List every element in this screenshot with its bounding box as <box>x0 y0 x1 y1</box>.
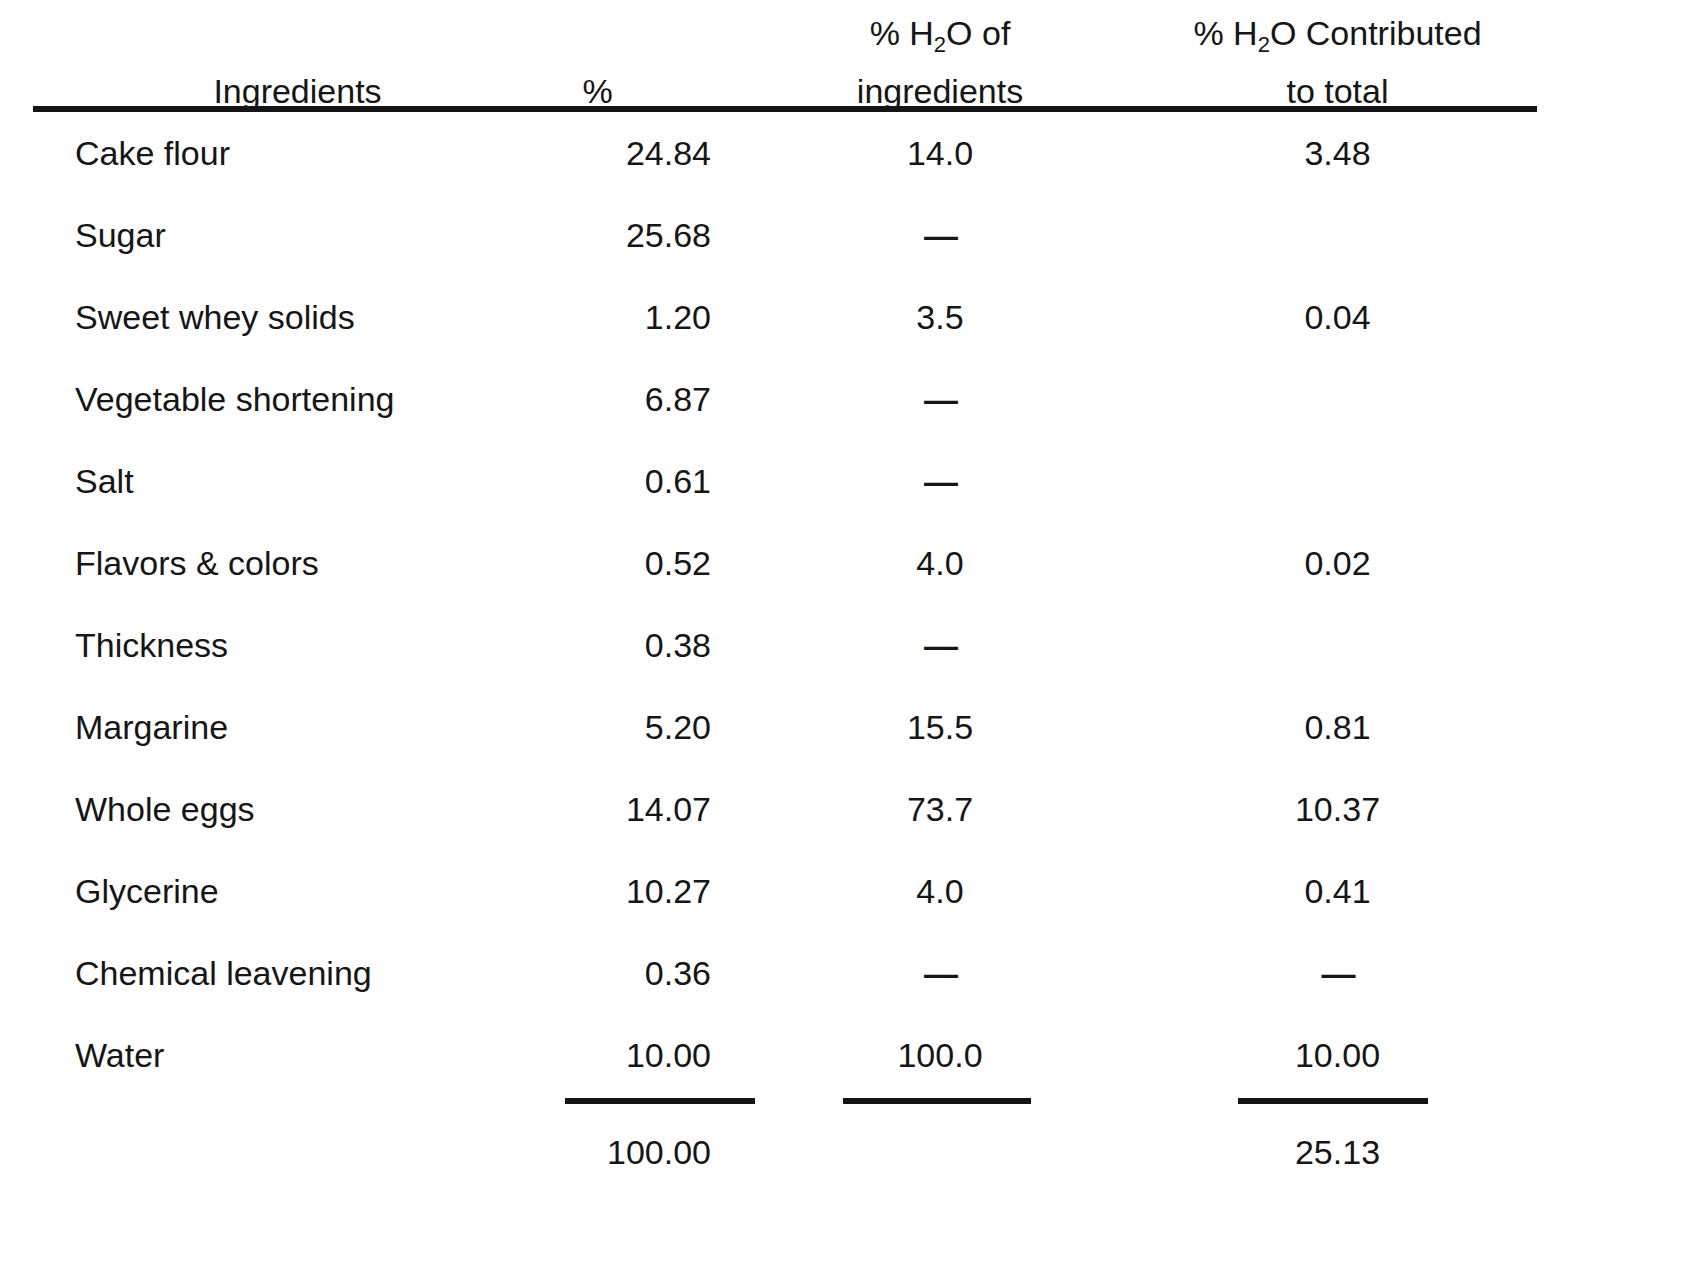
subtotal-rules <box>0 1096 1688 1112</box>
ingredient-name: Thickness <box>75 626 520 665</box>
table-row-whole-eggs: Whole eggs 14.07 73.7 10.37 <box>0 768 1688 850</box>
table-row-chemical-leavening: Chemical leavening 0.36 — — <box>0 932 1688 1014</box>
ingredient-name: Glycerine <box>75 872 520 911</box>
percent-value: 1.20 <box>520 298 715 337</box>
column-header-ingredients-label: Ingredients <box>213 72 381 110</box>
ingredient-name: Chemical leavening <box>75 954 520 993</box>
percent-value: 25.68 <box>520 216 715 255</box>
percent-value: 0.36 <box>520 954 715 993</box>
h2o-subscript: 2 <box>1258 32 1270 57</box>
column-header-h2o-contributed: % H2O Contributed to total <box>1165 10 1510 124</box>
percent-value: 14.07 <box>520 790 715 829</box>
ingredient-name: Salt <box>75 462 520 501</box>
percent-total-value: 100.00 <box>520 1133 715 1172</box>
table-row-vegetable-shortening: Vegetable shortening 6.87 — <box>0 358 1688 440</box>
h2o-contributed-value: 3.48 <box>1165 134 1510 173</box>
h2o-of-ingredient-value: — <box>715 626 1165 665</box>
ingredient-name: Sweet whey solids <box>75 298 520 337</box>
percent-value: 24.84 <box>520 134 715 173</box>
h2o-of-ingredient-value: — <box>715 462 1165 501</box>
column-header-h2o-contributed-line2: to total <box>1165 68 1510 114</box>
h2o-total-rule <box>843 1098 1031 1104</box>
ingredient-name: Whole eggs <box>75 790 520 829</box>
h2o-subscript: 2 <box>934 32 946 57</box>
ingredient-name: Flavors & colors <box>75 544 520 583</box>
column-header-h2o-contributed-line1: % H2O Contributed <box>1165 10 1510 68</box>
percent-value: 10.27 <box>520 872 715 911</box>
h2o-of-ingredient-value: 15.5 <box>715 708 1165 747</box>
percent-value: 5.20 <box>520 708 715 747</box>
table-row-thickness: Thickness 0.38 — <box>0 604 1688 686</box>
h2o-contributed-value: 0.41 <box>1165 872 1510 911</box>
table-row-margarine: Margarine 5.20 15.5 0.81 <box>0 686 1688 768</box>
percent-value: 6.87 <box>520 380 715 419</box>
h2o-contributed-value: 0.04 <box>1165 298 1510 337</box>
header-text: % H <box>870 14 934 52</box>
column-header-percent-label: % <box>582 72 612 110</box>
ingredient-name: Sugar <box>75 216 520 255</box>
table-row-glycerine: Glycerine 10.27 4.0 0.41 <box>0 850 1688 932</box>
h2o-of-ingredient-value: 4.0 <box>715 872 1165 911</box>
percent-value: 0.38 <box>520 626 715 665</box>
table-row-water: Water 10.00 100.0 10.00 <box>0 1014 1688 1096</box>
ingredient-name: Water <box>75 1036 520 1075</box>
column-header-percent: % <box>520 68 715 124</box>
h2o-of-ingredient-value: — <box>715 216 1165 255</box>
header-text: O Contributed <box>1270 14 1482 52</box>
totals-row: 100.00 25.13 <box>0 1112 1688 1192</box>
percent-total-rule <box>565 1098 755 1104</box>
header-text: O of <box>946 14 1010 52</box>
h2o-contributed-value: 0.02 <box>1165 544 1510 583</box>
h2o-of-ingredient-value: 4.0 <box>715 544 1165 583</box>
contributed-total-rule <box>1238 1098 1428 1104</box>
h2o-of-ingredient-value: 14.0 <box>715 134 1165 173</box>
header-text: % H <box>1193 14 1257 52</box>
h2o-of-ingredient-value: 3.5 <box>715 298 1165 337</box>
h2o-of-ingredient-value: — <box>715 380 1165 419</box>
contributed-total-value: 25.13 <box>1165 1133 1510 1172</box>
ingredient-name: Margarine <box>75 708 520 747</box>
h2o-of-ingredient-value: 100.0 <box>715 1036 1165 1075</box>
percent-value: 0.52 <box>520 544 715 583</box>
column-header-ingredients: Ingredients <box>75 68 520 124</box>
table-row-salt: Salt 0.61 — <box>0 440 1688 522</box>
h2o-contributed-value: 0.81 <box>1165 708 1510 747</box>
h2o-of-ingredient-value: — <box>715 954 1165 993</box>
table-row-flavors-colors: Flavors & colors 0.52 4.0 0.02 <box>0 522 1688 604</box>
table-row-cake-flour: Cake flour 24.84 14.0 3.48 <box>0 112 1688 194</box>
table-row-sweet-whey-solids: Sweet whey solids 1.20 3.5 0.04 <box>0 276 1688 358</box>
h2o-contributed-value: 10.37 <box>1165 790 1510 829</box>
column-header-h2o-of-ingredients: % H2O of ingredients <box>715 10 1165 124</box>
ingredient-name: Cake flour <box>75 134 520 173</box>
h2o-of-ingredient-value: 73.7 <box>715 790 1165 829</box>
table-header: Ingredients % % H2O of ingredients % H2O… <box>0 0 1688 106</box>
column-header-h2o-of-ingredients-line2: ingredients <box>715 68 1165 114</box>
h2o-contributed-value: — <box>1165 954 1510 993</box>
h2o-contributed-value: 10.00 <box>1165 1036 1510 1075</box>
ingredient-name: Vegetable shortening <box>75 380 520 419</box>
percent-value: 10.00 <box>520 1036 715 1075</box>
table-row-sugar: Sugar 25.68 — <box>0 194 1688 276</box>
percent-value: 0.61 <box>520 462 715 501</box>
document-page: Ingredients % % H2O of ingredients % H2O… <box>0 0 1688 1272</box>
column-header-h2o-of-ingredients-line1: % H2O of <box>715 10 1165 68</box>
